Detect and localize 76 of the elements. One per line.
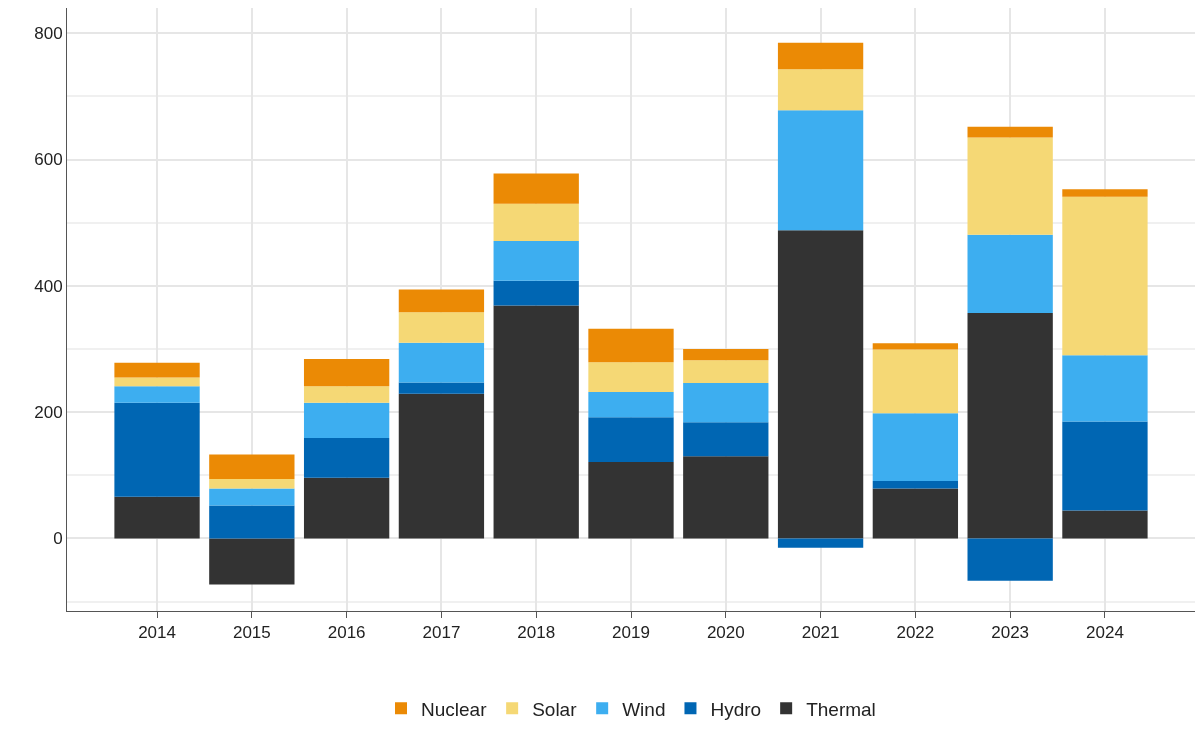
bar	[209, 505, 295, 539]
legend-label: Nuclear	[421, 698, 488, 720]
bar	[493, 173, 579, 204]
bar	[114, 362, 200, 378]
y-tick-label: 400	[34, 276, 63, 296]
bar	[303, 359, 390, 387]
bar	[872, 343, 959, 350]
bar	[493, 280, 579, 306]
bar	[588, 391, 674, 418]
x-tick-label: 2014	[138, 623, 176, 643]
legend-label: Thermal	[806, 698, 876, 720]
legend-label: Solar	[532, 698, 578, 720]
bar	[493, 203, 579, 241]
x-tick-label: 2023	[991, 623, 1030, 643]
bar	[588, 461, 674, 539]
legend-label: Hydro	[710, 698, 762, 720]
bar	[1062, 421, 1148, 511]
x-tick-label: 2018	[517, 623, 556, 643]
x-tick-label: 2024	[1086, 623, 1124, 643]
bar	[493, 305, 579, 539]
bar	[209, 488, 295, 506]
bar	[588, 362, 674, 392]
bar	[872, 349, 959, 414]
x-tick-label: 2022	[896, 623, 935, 643]
bar	[114, 496, 200, 539]
bar	[209, 538, 295, 585]
bar	[398, 382, 485, 394]
bar	[1062, 196, 1148, 356]
y-tick-label: 0	[53, 529, 63, 549]
x-tick-label: 2015	[232, 623, 271, 643]
x-tick-label: 2020	[706, 623, 745, 643]
bar	[398, 342, 485, 383]
bar	[588, 417, 674, 462]
bar	[967, 126, 1053, 138]
bar	[398, 312, 485, 343]
bar	[872, 488, 959, 539]
bar	[777, 42, 864, 70]
bar	[588, 328, 674, 363]
bar	[1062, 355, 1148, 422]
bar	[398, 393, 485, 539]
bar	[683, 348, 769, 361]
bar	[872, 480, 959, 489]
bar	[872, 413, 959, 481]
bar	[114, 402, 200, 497]
bar	[967, 234, 1053, 313]
bar	[683, 383, 769, 423]
bar	[303, 477, 390, 539]
bar	[1062, 510, 1148, 539]
y-tick-label: 600	[34, 150, 63, 170]
bar	[303, 402, 390, 438]
bar	[683, 422, 769, 457]
bar	[114, 386, 200, 403]
bar	[209, 454, 295, 480]
bar	[303, 386, 390, 403]
x-tick-label: 2016	[327, 623, 366, 643]
bar	[398, 289, 485, 313]
bar	[967, 137, 1053, 235]
bar	[209, 479, 295, 489]
bar	[493, 240, 579, 281]
x-tick-label: 2019	[612, 623, 650, 643]
bar	[114, 377, 200, 387]
bar	[777, 538, 864, 548]
x-tick-label: 2021	[801, 623, 840, 643]
bar	[303, 437, 390, 478]
bar	[967, 538, 1053, 581]
bar	[777, 69, 864, 111]
bar	[967, 312, 1053, 539]
bar	[777, 230, 864, 539]
bar	[1062, 189, 1148, 197]
bar	[683, 456, 769, 539]
y-tick-label: 200	[34, 403, 63, 423]
bar	[683, 360, 769, 384]
y-tick-label: 800	[34, 24, 63, 44]
bar	[777, 110, 864, 231]
x-tick-label: 2017	[422, 623, 461, 643]
legend-label: Wind	[622, 698, 666, 720]
